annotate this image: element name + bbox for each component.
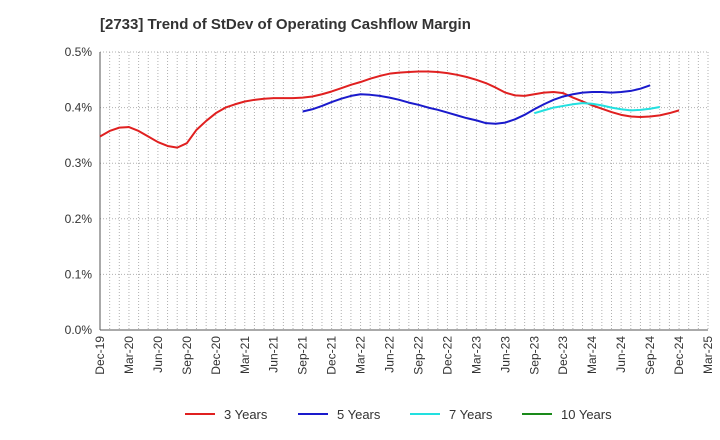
- series-line: [302, 84, 651, 125]
- y-tick-label: 0.4%: [65, 101, 93, 115]
- x-tick-label: Dec-22: [440, 336, 454, 375]
- x-tick-label: Mar-25: [701, 336, 715, 374]
- chart-title: [2733] Trend of StDev of Operating Cashf…: [100, 16, 471, 33]
- series-line: [534, 102, 660, 115]
- x-tick-label: Sep-23: [527, 336, 541, 375]
- legend-label: 10 Years: [561, 407, 612, 422]
- legend-label: 5 Years: [337, 407, 381, 422]
- x-tick-label: Sep-22: [411, 336, 425, 375]
- y-tick-label: 0.0%: [65, 323, 93, 337]
- legend-label: 7 Years: [449, 407, 493, 422]
- x-tick-label: Mar-20: [122, 336, 136, 374]
- y-tick-label: 0.3%: [65, 156, 93, 170]
- series-line: [99, 70, 680, 149]
- x-tick-label: Jun-20: [151, 336, 165, 373]
- x-tick-label: Dec-23: [556, 336, 570, 375]
- x-tick-label: Dec-19: [93, 336, 107, 375]
- x-tick-label: Sep-21: [296, 336, 310, 375]
- x-tick-label: Mar-22: [354, 336, 368, 374]
- x-tick-label: Sep-24: [643, 336, 657, 375]
- x-tick-label: Jun-21: [267, 336, 281, 373]
- x-tick-label: Dec-24: [672, 336, 686, 375]
- y-tick-label: 0.5%: [65, 45, 93, 59]
- y-tick-label: 0.2%: [65, 212, 93, 226]
- x-tick-label: Mar-21: [238, 336, 252, 374]
- legend-label: 3 Years: [224, 407, 268, 422]
- y-tick-label: 0.1%: [65, 267, 93, 281]
- x-tick-label: Mar-24: [585, 336, 599, 374]
- x-tick-label: Jun-23: [498, 336, 512, 373]
- x-tick-label: Jun-24: [614, 336, 628, 373]
- x-tick-label: Mar-23: [469, 336, 483, 374]
- x-tick-label: Dec-20: [209, 336, 223, 375]
- x-tick-label: Sep-20: [180, 336, 194, 375]
- plot-area: [100, 52, 708, 330]
- x-tick-label: Dec-21: [325, 336, 339, 375]
- x-tick-label: Jun-22: [383, 336, 397, 373]
